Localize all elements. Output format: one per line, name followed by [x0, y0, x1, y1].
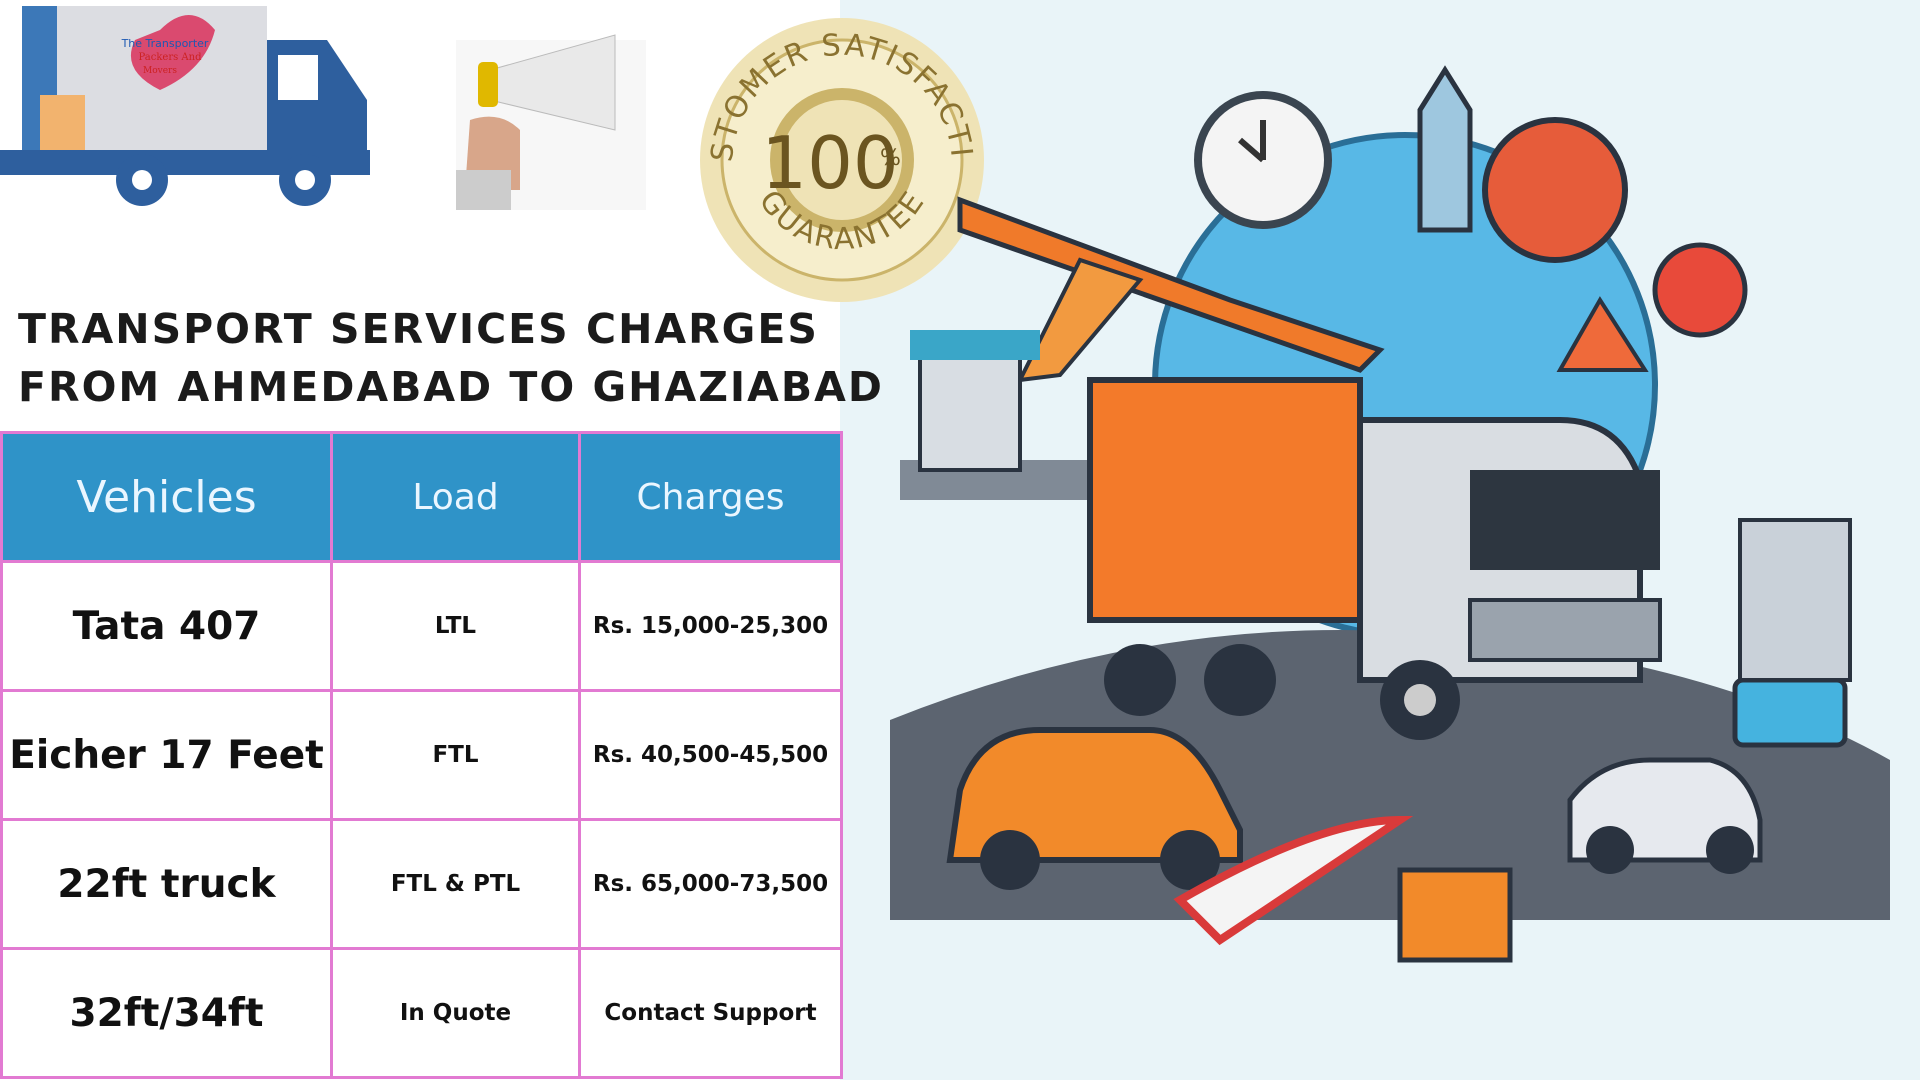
- table-row: 32ft/34ft In Quote Contact Support: [0, 947, 843, 1079]
- badge-number: 100: [761, 121, 898, 205]
- table-body: Tata 407 LTL Rs. 15,000-25,300 Eicher 17 Fe…: [0, 560, 843, 1079]
- table-cell: FTL: [330, 689, 581, 821]
- table-cell: Eicher 17 Feet: [0, 689, 333, 821]
- title: TRANSPORT SERVICES CHARGES FROM AHMEDABA…: [18, 300, 884, 416]
- logo-text: Packers And: [139, 52, 203, 63]
- table-cell: 22ft truck: [0, 818, 333, 950]
- header-cell: Load: [330, 431, 581, 563]
- logo-text: The Transporter: [121, 37, 209, 50]
- header-cell: Charges: [578, 431, 843, 563]
- megaphone: [456, 34, 646, 210]
- table-cell: FTL & PTL: [330, 818, 581, 950]
- table-cell: Rs. 15,000-25,300: [578, 560, 843, 692]
- table-cell: Contact Support: [578, 947, 843, 1079]
- title-line: FROM AHMEDABAD TO GHAZIABAD: [18, 363, 884, 411]
- table-row: Tata 407 LTL Rs. 15,000-25,300: [0, 560, 843, 692]
- header-cell: Vehicles: [0, 431, 333, 563]
- badge-unit: %: [880, 146, 901, 171]
- table-row: 22ft truck FTL & PTL Rs. 65,000-73,500: [0, 818, 843, 950]
- table-cell: Rs. 65,000-73,500: [578, 818, 843, 950]
- transport-scene: [890, 65, 1890, 963]
- logo-text: Movers: [143, 66, 177, 76]
- header-row: Vehicles Load Charges: [0, 431, 843, 563]
- table-cell: Rs. 40,500-45,500: [578, 689, 843, 821]
- table-row: Eicher 17 Feet FTL Rs. 40,500-45,500: [0, 689, 843, 821]
- table-cell: 32ft/34ft: [0, 947, 333, 1079]
- table-cell: Tata 407: [0, 560, 333, 692]
- table-cell: LTL: [330, 560, 581, 692]
- title-line: TRANSPORT SERVICES CHARGES: [18, 305, 819, 353]
- logo-truck: The Transporter Packers And Movers: [0, 6, 370, 206]
- charges-table: Vehicles Load Charges Tata 407 LTL Rs. 15,00…: [0, 431, 843, 1079]
- table-cell: In Quote: [330, 947, 581, 1079]
